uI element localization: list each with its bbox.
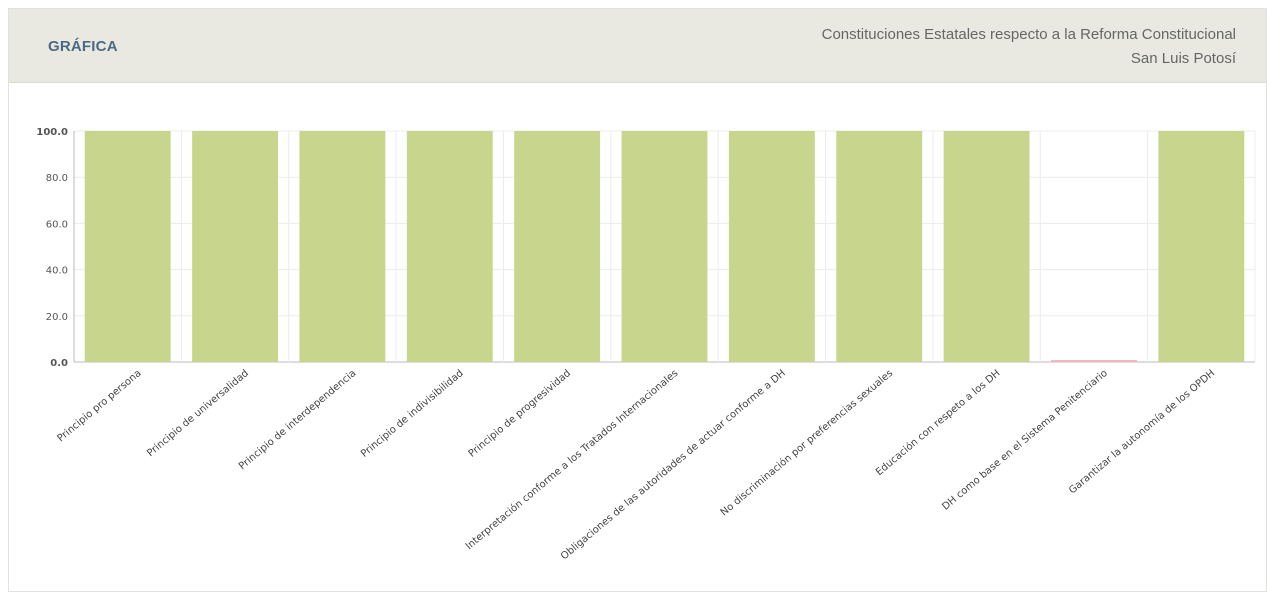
chart-title-line-1: Constituciones Estatales respecto a la R…	[821, 26, 1236, 43]
chart-title-line-2: San Luis Potosí	[1130, 50, 1236, 67]
x-tick-label: Obligaciones de las autoridades de actua…	[559, 368, 788, 562]
panel-label: GRÁFICA	[48, 38, 118, 55]
bar[interactable]	[406, 131, 493, 362]
x-tick-label: Principio pro persona	[56, 368, 144, 444]
bar[interactable]	[621, 131, 708, 362]
x-tick-label: Principio de interdependencia	[237, 368, 358, 472]
panel-header: GRÁFICA Constituciones Estatales respect…	[9, 9, 1266, 83]
bar[interactable]	[836, 131, 923, 362]
chart-title: Constituciones Estatales respecto a la R…	[822, 23, 1236, 71]
bar[interactable]	[943, 131, 1030, 362]
x-tick-label: Principio de universalidad	[145, 368, 251, 459]
x-tick-label: Educación con respeto a los DH	[873, 367, 1002, 478]
x-tick-label: Principio de progresividad	[467, 368, 573, 460]
bar[interactable]	[728, 131, 815, 362]
bar[interactable]	[1051, 360, 1137, 362]
x-tick-label: Principio de indivisibilidad	[359, 368, 466, 460]
y-tick-label: 60.0	[46, 219, 68, 230]
y-tick-label: 80.0	[46, 173, 68, 184]
bar[interactable]	[514, 131, 601, 362]
x-tick-label: Interpretación conforme a los Tratados I…	[463, 367, 680, 552]
y-tick-label: 20.0	[46, 312, 68, 323]
bar[interactable]	[299, 131, 386, 362]
x-tick-label: No discriminación por preferencias sexua…	[718, 367, 895, 518]
x-tick-label: DH como base en el Sistema Penitenciario	[940, 368, 1110, 513]
y-tick-label: 100.0	[36, 127, 68, 138]
bar[interactable]	[1158, 131, 1245, 362]
y-tick-label: 0.0	[50, 358, 68, 369]
bar[interactable]	[192, 131, 278, 362]
y-tick-label: 40.0	[46, 266, 68, 277]
bar[interactable]	[84, 131, 171, 362]
